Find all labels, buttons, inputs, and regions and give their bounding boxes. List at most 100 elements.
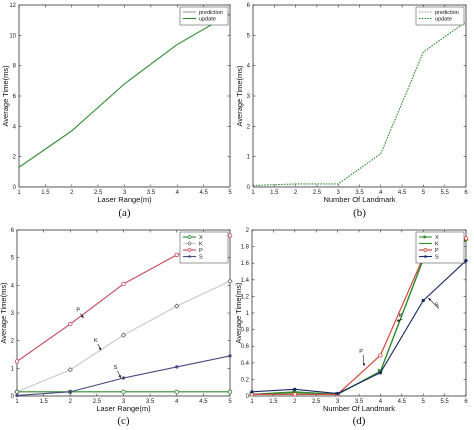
y-tick-label: 0.8	[241, 328, 250, 334]
y-tick-label: 4	[247, 64, 251, 70]
y-tick-label: 0.6	[241, 344, 250, 350]
legend-marker	[187, 241, 192, 246]
y-tick-label: 1.2	[241, 294, 250, 300]
legend-label: K	[435, 242, 439, 248]
annotation-label: K	[94, 338, 98, 344]
x-tick-label: 1.5	[269, 399, 278, 405]
annotation-label: P	[76, 308, 80, 314]
panel-caption: (b)	[353, 207, 366, 219]
y-tick-label: 6	[247, 3, 251, 9]
plot-frame	[252, 4, 467, 188]
x-tick-label: 1	[250, 399, 254, 405]
x-tick-label: 3.5	[355, 190, 364, 196]
data-point-x	[174, 389, 179, 395]
x-axis-label: Laser Range(m)	[97, 195, 152, 204]
legend-label: prediction	[435, 10, 459, 16]
x-tick-label: 6	[464, 190, 468, 196]
y-tick-label: 0	[13, 185, 17, 191]
data-point-x	[121, 389, 126, 395]
y-tick-label: 2	[11, 339, 15, 345]
x-tick-label: 5.5	[440, 399, 449, 405]
data-point-s	[250, 390, 254, 394]
x-tick-label: 2.5	[93, 399, 102, 405]
annotation-arrowhead	[396, 319, 400, 322]
x-axis-label: Number Of Landmark	[323, 404, 395, 413]
y-tick-label: 1	[247, 155, 251, 161]
x-tick-label: 4.5	[199, 190, 208, 196]
data-point-k	[227, 278, 233, 284]
x-tick-label: 3	[123, 190, 127, 196]
y-tick-label: 8	[13, 64, 17, 70]
data-point-p	[14, 359, 20, 364]
y-tick-label: 0.4	[241, 361, 250, 367]
data-point-s	[121, 376, 126, 380]
legend-label: S	[199, 255, 203, 261]
x-tick-label: 1.5	[39, 399, 48, 405]
y-tick-label: 2	[247, 124, 251, 130]
legend-marker	[424, 255, 427, 258]
y-tick-label: 3	[247, 94, 251, 100]
x-tick-label: 3.5	[146, 399, 155, 405]
legend-label: K	[199, 242, 203, 248]
legend-label: prediction	[199, 10, 223, 16]
y-axis-label: Average Time(ms)	[1, 65, 10, 127]
plot-frame	[18, 4, 231, 188]
x-tick-label: 3.5	[355, 399, 364, 405]
legend-label: X	[435, 235, 439, 241]
x-axis-label: Number Of Landmark	[323, 195, 395, 204]
y-tick-label: 1	[246, 311, 250, 317]
x-tick-label: 2	[70, 190, 74, 196]
data-point-s	[15, 393, 19, 398]
x-tick-label: 4	[379, 190, 383, 196]
data-point-s	[68, 390, 72, 394]
x-tick-label: 1.5	[41, 190, 50, 196]
legend-marker	[187, 248, 192, 252]
annotation-arrowhead	[428, 298, 432, 301]
data-point-p	[68, 321, 73, 327]
x-tick-label: 2.5	[313, 190, 322, 196]
y-tick-label: 0	[246, 394, 250, 400]
y-axis-label: Average Time(ms)	[0, 282, 8, 344]
x-tick-label: 1	[251, 190, 255, 196]
x-tick-label: 3	[337, 190, 341, 196]
x-tick-label: 4	[175, 399, 179, 405]
y-tick-label: 4	[11, 283, 15, 289]
annotation-label: S	[114, 365, 118, 371]
x-tick-label: 2.5	[94, 190, 103, 196]
annotation-label: P	[359, 349, 363, 355]
y-tick-label: 1.4	[241, 278, 250, 284]
annotation-arrowhead	[98, 347, 102, 351]
x-tick-label: 4	[176, 190, 180, 196]
y-tick-label: 0	[11, 394, 15, 400]
legend-marker	[423, 235, 428, 239]
y-axis-label: Average Time(ms)	[235, 65, 244, 127]
x-tick-label: 2	[293, 399, 297, 405]
legend-label: X	[199, 235, 203, 241]
legend-label: S	[435, 255, 439, 261]
data-point-p	[121, 281, 126, 287]
legend-label: P	[435, 248, 439, 254]
y-tick-label: 1.8	[241, 245, 250, 251]
series-line-update	[19, 13, 230, 168]
y-tick-label: 4	[13, 124, 17, 130]
y-tick-label: 0	[247, 185, 251, 191]
x-tick-label: 3	[122, 399, 126, 405]
data-point-p	[378, 353, 383, 358]
x-tick-label: 1	[15, 399, 19, 405]
panel-caption: (d)	[353, 415, 366, 427]
annotation-arrowhead	[80, 315, 84, 318]
x-tick-label: 4.5	[398, 190, 407, 196]
data-point-s	[228, 354, 232, 358]
y-tick-label: 1.6	[241, 261, 250, 267]
legend-label: update	[435, 17, 452, 23]
legend-marker	[187, 235, 192, 239]
x-tick-label: 4.5	[398, 399, 407, 405]
data-point-p	[463, 236, 469, 241]
chart-panel-d: 1 1.5 2 2.5 3 3.5 4 4.5 5 5.5 6 0 0.2 0.4 0.6 0.8 1 1.2 1.…	[234, 228, 469, 427]
legend-marker	[188, 255, 191, 258]
